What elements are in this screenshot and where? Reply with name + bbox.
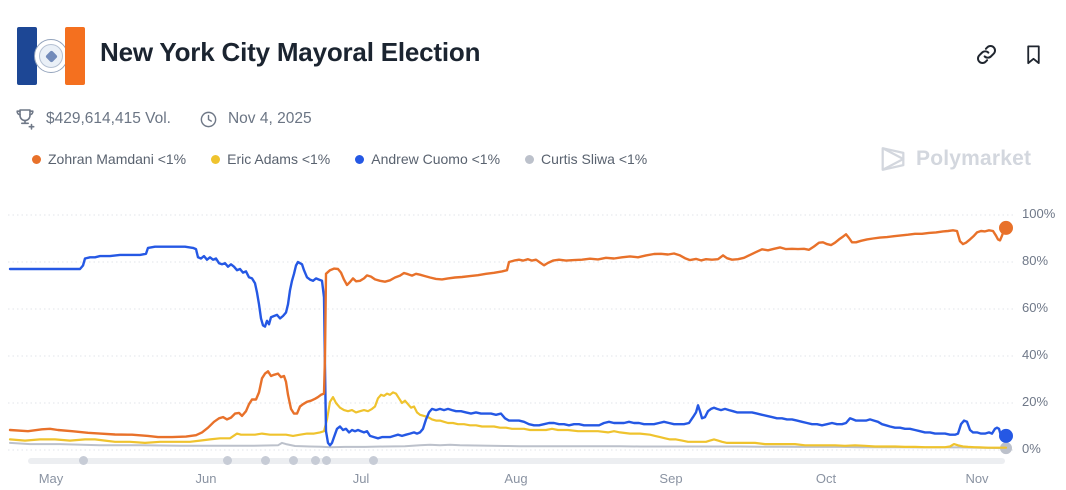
legend-label: Eric Adams <1%	[227, 151, 331, 167]
legend-label: Zohran Mamdani <1%	[48, 151, 187, 167]
chart-legend: Zohran Mamdani <1% Eric Adams <1% Andrew…	[32, 151, 647, 167]
watermark-text: Polymarket	[916, 147, 1032, 170]
volume-value: $429,614,415 Vol.	[46, 110, 171, 127]
x-axis-label-jun: Jun	[195, 471, 217, 486]
legend-label: Curtis Sliwa <1%	[541, 151, 648, 167]
series-line-andrew-cuomo	[8, 245, 1008, 447]
price-chart[interactable]	[0, 205, 1016, 460]
nyc-flag-icon	[14, 20, 88, 92]
legend-dot-mamdani	[32, 154, 41, 164]
timeline-event-dot[interactable]	[78, 456, 88, 465]
timeline-event-dot[interactable]	[321, 456, 331, 465]
polymarket-watermark: Polymarket	[878, 144, 1031, 174]
copy-link-icon[interactable]	[973, 41, 999, 67]
series-end-dot-andrew-cuomo	[999, 428, 1013, 443]
bookmark-icon[interactable]	[1020, 41, 1046, 67]
trophy-volume-icon	[16, 109, 35, 130]
legend-item-adams[interactable]: Eric Adams <1%	[211, 151, 330, 167]
series-line-curtis-sliwa	[9, 441, 1007, 450]
legend-dot-cuomo	[355, 154, 365, 164]
polymarket-logo-icon	[881, 147, 905, 171]
series-line-zohran-mamdani	[8, 226, 1008, 439]
header-actions	[973, 41, 1046, 67]
timeline-scrubber[interactable]	[28, 458, 1005, 464]
market-meta-row: $429,614,415 Vol. Nov 4, 2025	[14, 107, 312, 131]
x-axis-label-may: May	[38, 471, 64, 486]
y-axis-label-40: 40%	[1022, 347, 1049, 362]
timeline-event-dot[interactable]	[310, 456, 320, 465]
flag-blue-bar	[17, 27, 37, 85]
y-axis-label-20: 20%	[1022, 394, 1049, 409]
series-line-eric-adams	[8, 391, 1008, 449]
legend-item-sliwa[interactable]: Curtis Sliwa <1%	[525, 151, 647, 167]
x-axis-label-aug: Aug	[504, 471, 528, 486]
timeline-event-dot[interactable]	[288, 456, 298, 465]
timeline-event-dot[interactable]	[260, 456, 270, 465]
timeline-event-dot[interactable]	[368, 456, 378, 465]
flag-orange-bar	[65, 27, 85, 85]
y-axis-label-80: 80%	[1022, 253, 1049, 268]
legend-item-mamdani[interactable]: Zohran Mamdani <1%	[32, 151, 186, 167]
legend-dot-sliwa	[525, 154, 535, 164]
event-date: Nov 4, 2025	[227, 110, 312, 127]
legend-label: Andrew Cuomo <1%	[371, 151, 501, 167]
x-axis-label-oct: Oct	[815, 471, 837, 486]
series-end-dot-zohran-mamdani	[999, 220, 1013, 235]
x-axis-label-jul: Jul	[352, 471, 370, 486]
clock-icon	[200, 111, 217, 127]
y-axis-label-0: 0%	[1022, 441, 1041, 456]
y-axis-label-100: 100%	[1022, 206, 1056, 221]
x-axis-label-sep: Sep	[659, 471, 683, 486]
legend-dot-adams	[211, 154, 221, 164]
page-title: New York City Mayoral Election	[100, 37, 481, 67]
x-axis-label-nov: Nov	[965, 471, 989, 486]
y-axis-label-60: 60%	[1022, 300, 1049, 315]
timeline-event-dot[interactable]	[222, 456, 232, 465]
nyc-seal-icon	[34, 39, 68, 73]
legend-item-cuomo[interactable]: Andrew Cuomo <1%	[355, 151, 500, 167]
